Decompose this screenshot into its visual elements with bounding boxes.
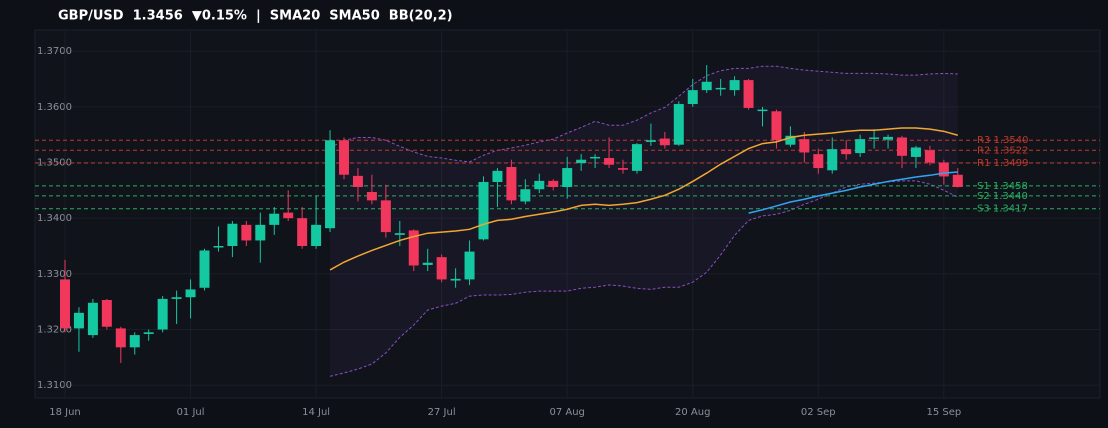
x-tick-label: 18 Jun: [49, 407, 81, 418]
level-label: R1 1.3499: [977, 158, 1028, 169]
candle-body: [924, 150, 935, 163]
candle-body: [910, 147, 921, 157]
candle-body: [548, 180, 559, 187]
candle-body: [506, 166, 517, 201]
candle-body: [227, 223, 238, 247]
candle-body: [771, 111, 782, 141]
x-tick-label: 14 Jul: [302, 407, 330, 418]
candle-body: [283, 212, 294, 219]
candle-body: [436, 257, 447, 280]
y-tick-label: 1.3200: [37, 325, 72, 336]
candle-body: [590, 156, 601, 159]
candle-body: [701, 81, 712, 91]
y-tick-label: 1.3600: [37, 102, 72, 113]
candle-body: [394, 233, 405, 235]
candle-body: [143, 332, 154, 334]
candle-body: [157, 298, 168, 330]
x-tick-label: 02 Sep: [801, 407, 836, 418]
y-tick-label: 1.3100: [37, 380, 72, 391]
level-label: S1 1.3458: [977, 181, 1028, 192]
candle-body: [366, 192, 377, 201]
candle-body: [73, 312, 84, 329]
y-tick-label: 1.3300: [37, 269, 72, 280]
candle-body: [297, 218, 308, 247]
x-tick-label: 27 Jul: [428, 407, 456, 418]
candle-body: [631, 144, 642, 171]
candle-body: [422, 262, 433, 265]
band-lower: [329, 180, 959, 377]
ma-line: [329, 127, 959, 271]
x-tick-label: 20 Aug: [675, 407, 710, 418]
candle-body: [562, 168, 573, 187]
candle-body: [269, 213, 280, 225]
candle-body: [534, 180, 545, 190]
candle-body: [478, 181, 489, 240]
candle-body: [352, 175, 363, 187]
candle-body: [618, 168, 628, 170]
candle-body: [380, 200, 391, 233]
candle-body: [520, 189, 531, 202]
candle-body: [87, 302, 98, 336]
level-label: S2 1.3440: [977, 191, 1028, 202]
candle-body: [687, 90, 698, 105]
candle-body: [729, 80, 740, 91]
candle-body: [339, 140, 349, 175]
candle-body: [213, 246, 224, 248]
candle-body: [129, 335, 140, 348]
candle-body: [673, 104, 684, 145]
candle-body: [785, 135, 796, 145]
candle-body: [813, 154, 824, 169]
candle-body: [645, 140, 656, 142]
level-label: R2 1.3522: [977, 145, 1028, 156]
candle-body: [952, 174, 963, 187]
candle-body: [241, 224, 252, 241]
candle-body: [938, 162, 949, 177]
y-tick-label: 1.3500: [37, 158, 72, 169]
candle-body: [101, 300, 112, 327]
candle-body: [604, 158, 615, 165]
candle-body: [171, 297, 182, 299]
candle-body: [827, 149, 838, 171]
candle-body: [897, 137, 907, 156]
x-tick-label: 07 Aug: [549, 407, 584, 418]
candle-body: [492, 170, 503, 182]
chart-title: GBP/USD 1.3456 ▼0.15% | SMA20 SMA50 BB(2…: [58, 9, 453, 24]
candle-body: [576, 159, 587, 164]
candle-body: [115, 328, 126, 348]
x-tick-label: 01 Jul: [177, 407, 205, 418]
x-tick-label: 15 Sep: [926, 407, 961, 418]
candle-body: [311, 224, 322, 247]
band-upper: [329, 65, 958, 163]
candle-body: [743, 80, 754, 108]
candle-body: [869, 137, 880, 139]
candle-body: [883, 136, 894, 140]
y-tick-label: 1.3400: [37, 213, 72, 224]
candle-body: [464, 251, 475, 280]
candle-body: [841, 149, 852, 155]
candle-body: [855, 139, 866, 154]
candle-body: [659, 138, 670, 146]
candle-body: [799, 139, 810, 153]
candle-body: [757, 109, 768, 112]
candle-body: [408, 230, 419, 266]
level-label: S3 1.3417: [977, 204, 1028, 215]
candle-body: [450, 278, 461, 281]
candle-body: [185, 289, 196, 298]
candle-body: [325, 140, 336, 229]
candle-body: [715, 87, 726, 90]
y-tick-label: 1.3700: [37, 46, 72, 57]
ma-line: [748, 171, 958, 214]
level-label: R3 1.3540: [977, 135, 1028, 146]
candle-body: [199, 250, 210, 288]
candle-body: [255, 224, 266, 241]
candle-body: [60, 279, 70, 329]
